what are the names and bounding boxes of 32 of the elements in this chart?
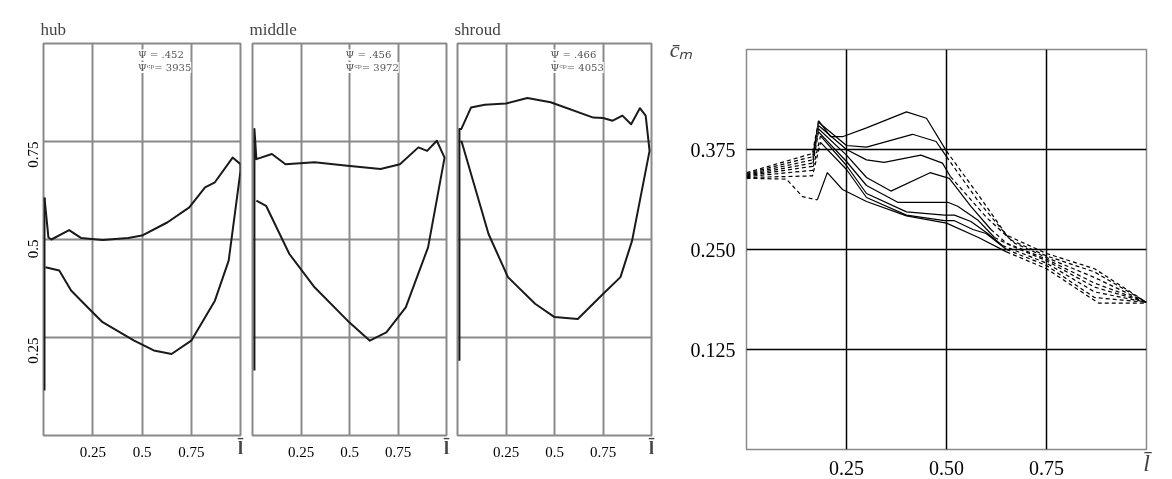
y-tick-label: 0.5 xyxy=(24,239,41,259)
x-axis-title: l̄ xyxy=(1143,449,1152,476)
x-axis-title: l̄ xyxy=(443,436,450,458)
annotation: Ψ = .456 xyxy=(345,49,392,61)
x-tick-label: 0.25 xyxy=(829,456,864,479)
annotation: Ψᶜᵖ= 3935 xyxy=(138,61,192,73)
y-tick-label: 0.125 xyxy=(690,338,736,361)
x-tick-label: 0.5 xyxy=(340,443,359,460)
x-axis-title: l̄ xyxy=(237,436,244,458)
x-tick-label: 0.5 xyxy=(132,443,152,460)
annotation: Ψᶜᵖ= 4053 xyxy=(550,61,604,73)
x-tick-label: 0.75 xyxy=(178,443,205,460)
chart-title: middle xyxy=(249,19,297,39)
annotation: Ψ = .452 xyxy=(138,49,184,61)
y-axis-title: c̄ₘ xyxy=(669,37,694,62)
y-tick-label: 0.75 xyxy=(24,141,41,168)
chart-title: hub xyxy=(40,19,66,39)
annotation: Ψᶜᵖ= 3972 xyxy=(345,61,399,73)
chart-title: shroud xyxy=(454,19,502,39)
x-tick-label: 0.25 xyxy=(492,443,520,460)
x-tick-label: 0.75 xyxy=(384,443,412,460)
x-tick-label: 0.75 xyxy=(589,443,617,460)
x-tick-label: 0.25 xyxy=(287,443,315,460)
y-tick-label: 0.250 xyxy=(690,238,736,261)
annotation: Ψ = .466 xyxy=(550,49,597,61)
x-axis-title: l̄ xyxy=(648,436,655,458)
x-tick-label: 0.25 xyxy=(79,443,106,460)
x-tick-label: 0.75 xyxy=(1029,456,1064,479)
y-tick-label: 0.25 xyxy=(24,337,41,364)
x-tick-label: 0.50 xyxy=(929,456,964,479)
x-tick-label: 0.5 xyxy=(545,443,564,460)
y-tick-label: 0.375 xyxy=(690,138,736,161)
